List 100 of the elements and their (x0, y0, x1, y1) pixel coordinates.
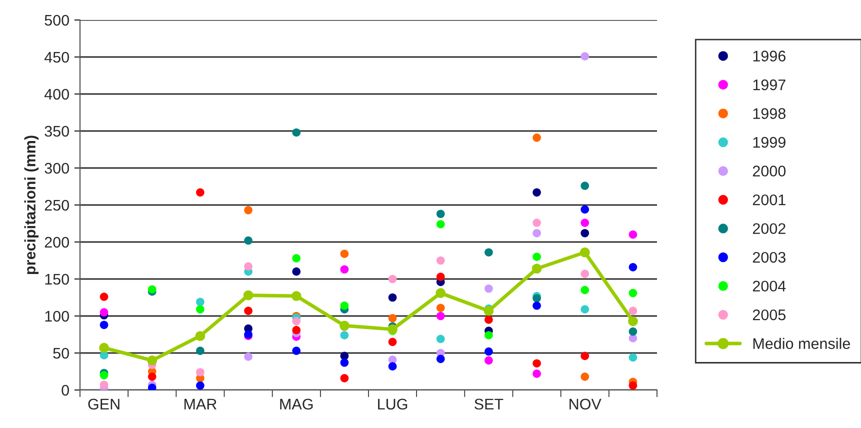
x-tick-label: GEN (88, 398, 120, 410)
point (292, 317, 301, 326)
point (628, 353, 638, 362)
point (436, 288, 446, 298)
point (388, 314, 397, 322)
point (147, 355, 158, 366)
point (292, 128, 301, 137)
y-tick-label: 250 (44, 200, 69, 211)
point (580, 205, 590, 214)
point (484, 347, 493, 356)
y-tick-label: 350 (44, 126, 69, 137)
point (532, 188, 541, 197)
point (532, 252, 541, 261)
point (532, 359, 541, 368)
point (340, 250, 349, 258)
y-tick-label: 450 (44, 52, 69, 63)
y-tick-label: 300 (44, 162, 69, 174)
point (292, 267, 301, 276)
point (388, 293, 397, 302)
point (195, 331, 206, 341)
point (580, 305, 590, 314)
point (196, 305, 204, 314)
point (100, 292, 108, 301)
point (388, 338, 397, 346)
legend-label: 2002 (752, 223, 786, 234)
point (532, 301, 541, 310)
point (388, 362, 397, 370)
point (484, 356, 493, 365)
legend-label: 2005 (752, 309, 786, 320)
y-tick-label: 50 (53, 348, 69, 359)
point (291, 291, 302, 301)
point (580, 372, 590, 381)
legend-label: 2001 (752, 194, 786, 206)
x-tick-label: MAG (280, 398, 313, 410)
point (484, 331, 493, 340)
point (388, 324, 398, 334)
point (436, 220, 445, 228)
point (436, 210, 445, 218)
point (532, 133, 541, 142)
point (484, 316, 493, 324)
point (196, 368, 204, 376)
point (292, 346, 301, 355)
point (580, 270, 590, 278)
y-tick-label: 100 (45, 310, 69, 322)
point (196, 188, 204, 197)
point (532, 264, 542, 274)
point (436, 272, 445, 281)
x-tick-label: LUG (378, 398, 408, 410)
point (628, 288, 638, 298)
point (580, 286, 590, 294)
point (436, 256, 445, 265)
point (244, 236, 252, 245)
point (388, 274, 397, 284)
x-tick-label: SET (474, 398, 504, 410)
point (340, 358, 349, 367)
point (436, 304, 445, 312)
point (340, 265, 349, 274)
point (628, 381, 638, 390)
point (244, 352, 252, 361)
point (292, 254, 301, 262)
y-tick-label: 400 (44, 88, 69, 100)
point (100, 380, 108, 389)
point (340, 374, 349, 382)
x-tick-label: NOV (570, 398, 602, 410)
point (100, 371, 108, 380)
y-axis-title: precipitazioni (mm) (24, 136, 39, 274)
point (243, 290, 254, 300)
point (436, 312, 445, 320)
point (99, 342, 109, 353)
point (484, 248, 493, 257)
legend-label: 2000 (752, 166, 786, 177)
y-tick-label: 0 (62, 384, 69, 396)
point (436, 334, 445, 344)
legend-label: 1998 (753, 108, 786, 119)
point (580, 228, 590, 238)
point (580, 52, 590, 60)
point (340, 301, 349, 310)
point (244, 206, 252, 214)
point (532, 218, 541, 227)
point (628, 306, 638, 315)
point (580, 352, 590, 360)
point (244, 262, 252, 271)
point (580, 182, 590, 190)
point (244, 306, 252, 315)
point (532, 228, 541, 238)
point (580, 218, 590, 227)
point (532, 294, 541, 302)
point (100, 320, 108, 330)
x-tick-label: MAR (184, 398, 216, 410)
point (436, 354, 445, 364)
y-tick-label: 500 (44, 14, 69, 26)
y-tick-label: 200 (44, 236, 69, 248)
point (484, 284, 493, 293)
point (340, 331, 349, 340)
legend-label: 1997 (753, 79, 786, 90)
point (628, 316, 638, 326)
legend-label: 2003 (752, 252, 786, 263)
legend-label: 1999 (753, 136, 786, 148)
point (628, 327, 638, 336)
point (196, 381, 204, 390)
